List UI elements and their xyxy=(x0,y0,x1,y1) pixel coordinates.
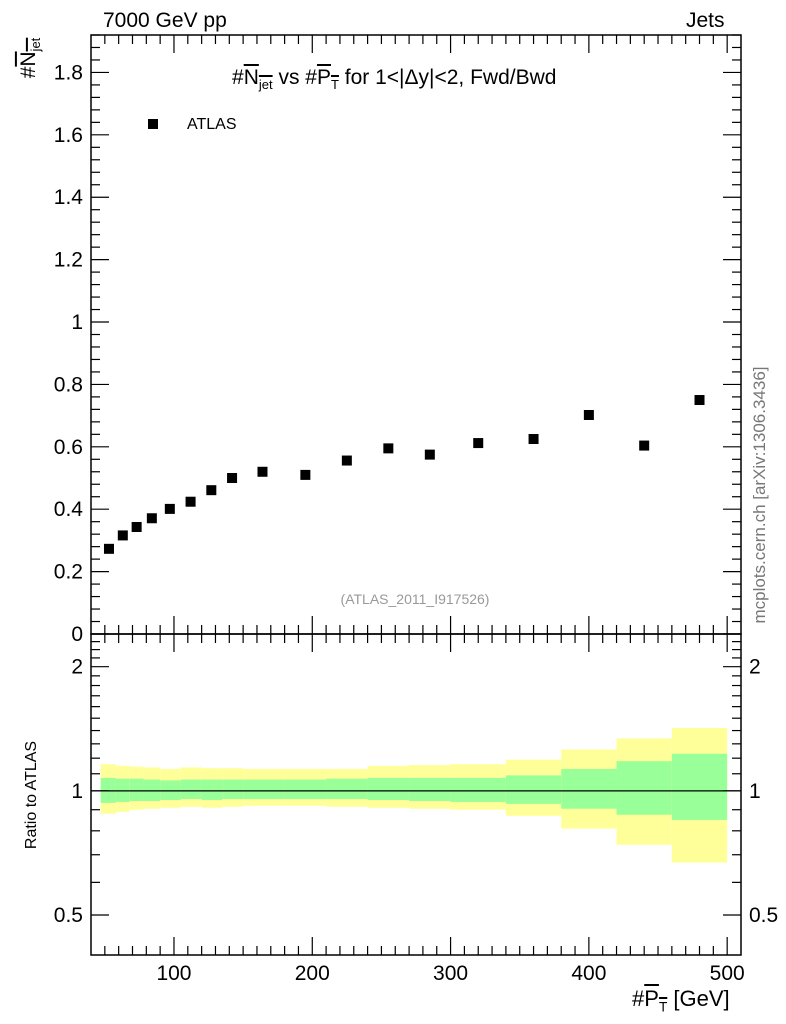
title-rest: for 1<|Δy|<2, Fwd/Bwd xyxy=(338,66,557,89)
data-point xyxy=(257,466,268,477)
y-tick-label: 1.8 xyxy=(54,61,83,84)
inner-band-bin xyxy=(201,779,223,801)
inner-band-bin xyxy=(160,780,181,801)
analysis-reference: (ATLAS_2011_I917526) xyxy=(340,591,490,607)
axis-ticks xyxy=(91,34,741,955)
xlabel-p: PT xyxy=(644,986,668,1015)
ratio-y-tick-label-left: 0.5 xyxy=(54,904,83,927)
inner-band-bin xyxy=(129,778,144,801)
x-tick-label: 100 xyxy=(156,962,191,985)
data-point xyxy=(131,521,142,532)
bottom-panel-frame xyxy=(90,633,742,956)
inner-band-bin xyxy=(505,775,562,804)
header-process: Jets xyxy=(686,9,725,32)
data-point xyxy=(227,473,238,484)
title-n: Njet xyxy=(243,66,273,93)
legend-marker xyxy=(148,119,158,129)
inner-band-bin xyxy=(616,761,672,815)
ratio-y-tick-label-right: 2 xyxy=(749,656,761,679)
inner-band-bin xyxy=(243,779,285,800)
title-t-sub: T xyxy=(330,77,339,93)
xlabel-t-sub: T xyxy=(658,999,668,1015)
inner-band-bin xyxy=(222,779,244,800)
data-point xyxy=(146,513,157,524)
inner-band-bin xyxy=(450,777,506,802)
ratio-y-tick-label-right: 1 xyxy=(749,780,761,803)
title-hash2: # xyxy=(305,66,317,89)
x-axis-label: #PT [GeV] xyxy=(632,986,730,1014)
title-vs: vs xyxy=(272,66,306,89)
top-data-points xyxy=(103,395,705,554)
inner-band-bin xyxy=(326,778,368,800)
data-point xyxy=(185,496,196,507)
data-point xyxy=(341,455,352,466)
ylabel-jet-sub: jet xyxy=(28,37,44,52)
y-tick-label: 0 xyxy=(71,623,83,646)
y-tick-label: 0.4 xyxy=(54,498,84,521)
data-point xyxy=(206,485,217,496)
data-point xyxy=(583,409,594,420)
bottom-y-axis-label: Ratio to ATLAS xyxy=(23,740,40,850)
inner-band-bin xyxy=(561,768,617,809)
legend-label: ATLAS xyxy=(187,116,237,133)
side-source-label: mcplots.cern.ch [arXiv:1306.3436] xyxy=(750,366,769,624)
y-tick-label: 1 xyxy=(71,311,83,334)
xlabel-hash: # xyxy=(632,986,645,1011)
header-energy: 7000 GeV pp xyxy=(103,9,227,32)
ratio-y-tick-label-left: 2 xyxy=(71,656,83,679)
data-point xyxy=(300,469,311,480)
x-tick-label: 400 xyxy=(571,962,606,985)
data-point xyxy=(103,543,114,554)
legend-marker-square xyxy=(148,119,158,129)
ylabel-n: Njet xyxy=(16,37,44,67)
x-tick-label: 200 xyxy=(295,962,330,985)
tick-labels: 0 0.2 0.4 0.6 0.8 1 1.2 1.4 1.6 1.8 100 200 300 400 50… xyxy=(54,61,778,985)
ylabel-n-letter: N xyxy=(16,51,40,67)
y-tick-label: 1.4 xyxy=(54,186,84,209)
inner-band-bin xyxy=(409,777,451,801)
data-point xyxy=(424,449,435,460)
data-point xyxy=(473,438,484,449)
title-n-letter: N xyxy=(243,66,259,89)
y-tick-label: 1.2 xyxy=(54,249,83,272)
data-point xyxy=(117,530,128,541)
data-point xyxy=(639,440,650,451)
title-p: PT xyxy=(316,66,339,93)
y-tick-label: 0.8 xyxy=(54,373,83,396)
chart-title: #Njet vs #PT for 1<|Δy|<2, Fwd/Bwd xyxy=(232,66,556,92)
ratio-y-tick-label-left: 1 xyxy=(71,780,83,803)
data-point xyxy=(164,503,175,514)
data-point xyxy=(528,434,539,445)
ratio-y-tick-label-right: 0.5 xyxy=(749,904,778,927)
x-tick-label: 500 xyxy=(710,962,745,985)
y-tick-label: 0.2 xyxy=(54,561,83,584)
ratio-bands xyxy=(100,728,728,863)
data-point xyxy=(694,395,705,406)
y-tick-label: 0.6 xyxy=(54,436,83,459)
inner-band-bin xyxy=(671,753,728,820)
y-tick-label: 1.6 xyxy=(54,124,83,147)
inner-band-bin xyxy=(180,779,202,800)
title-p-letter: P xyxy=(316,66,331,89)
top-y-axis-label: #Njet xyxy=(17,38,43,79)
x-tick-label: 300 xyxy=(433,962,468,985)
inner-band-bin xyxy=(284,779,327,800)
title-hash: # xyxy=(232,66,244,89)
inner-band-bin xyxy=(367,777,410,801)
data-point xyxy=(383,443,394,454)
ylabel-hash: # xyxy=(16,66,40,79)
xlabel-unit: [GeV] xyxy=(667,986,730,1011)
title-jet-sub: jet xyxy=(258,77,273,93)
xlabel-p-letter: P xyxy=(644,986,659,1011)
